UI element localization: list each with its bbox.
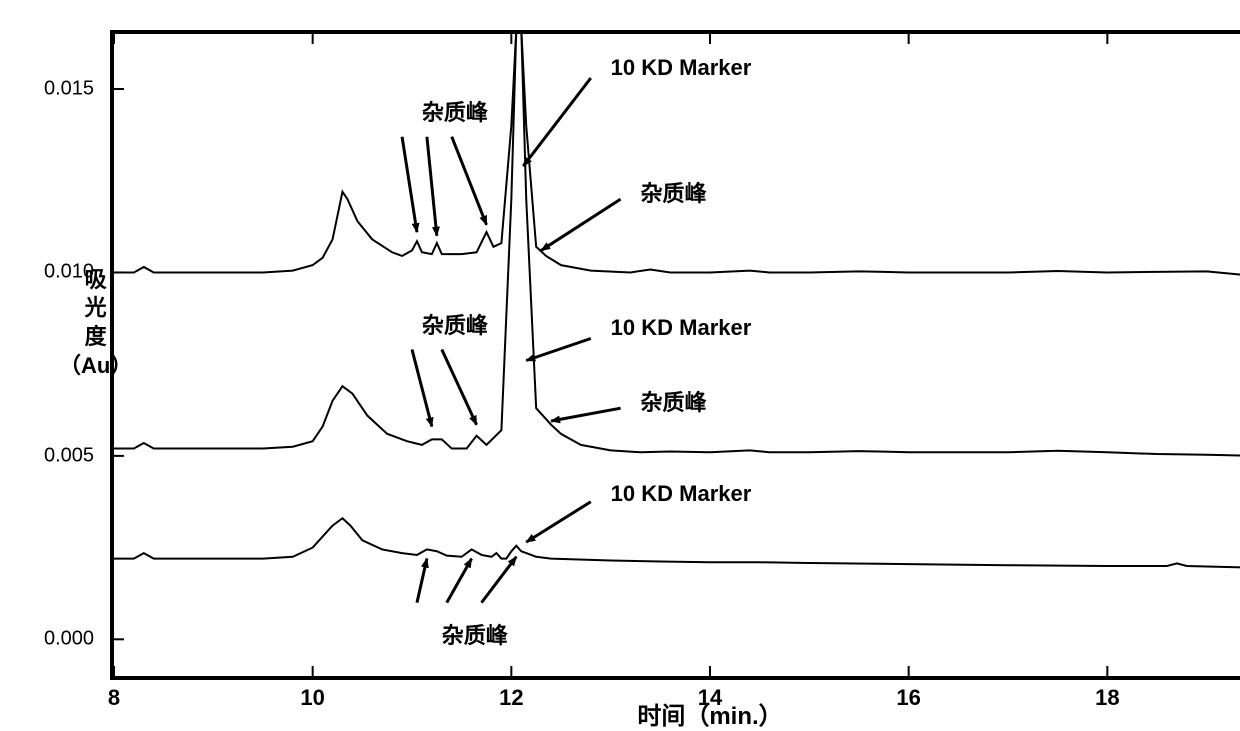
y-label-line: 光 <box>59 294 132 323</box>
x-tick-label: 12 <box>499 685 523 711</box>
chromatogram-chart: 吸 光 度 （Au） 时间（min.） 81012141618200.0000.… <box>110 30 1240 680</box>
y-tick-label: 0.000 <box>44 628 94 651</box>
x-tick-label: 16 <box>896 685 920 711</box>
trace-mid <box>114 34 1240 456</box>
y-tick-label: 0.010 <box>44 261 94 284</box>
x-tick-label: 18 <box>1095 685 1119 711</box>
x-tick-label: 8 <box>108 685 120 711</box>
y-tick-label: 0.005 <box>44 444 94 467</box>
y-label-line: 度 <box>59 323 132 352</box>
x-tick-label: 10 <box>300 685 324 711</box>
y-label-line: （Au） <box>59 351 132 380</box>
plot-svg <box>114 34 1240 676</box>
y-tick-label: 0.015 <box>44 78 94 101</box>
trace-bot <box>114 518 1240 569</box>
trace-top <box>114 34 1240 276</box>
x-tick-label: 14 <box>698 685 722 711</box>
